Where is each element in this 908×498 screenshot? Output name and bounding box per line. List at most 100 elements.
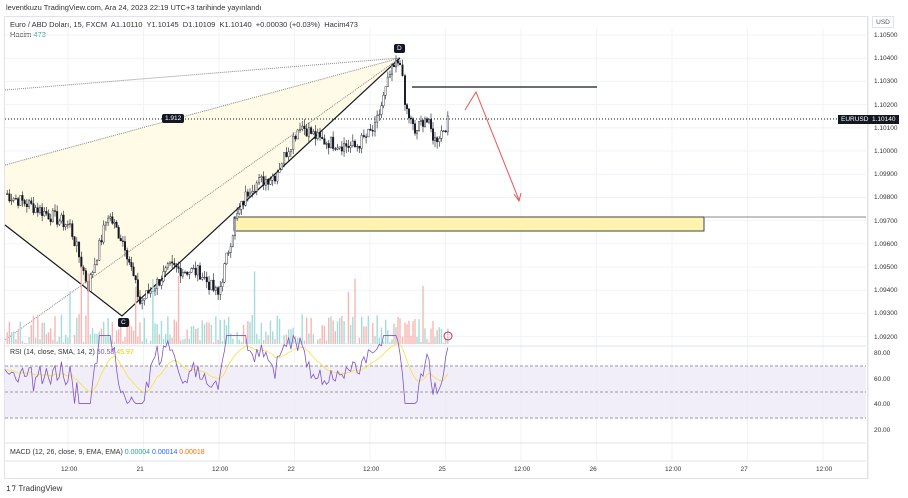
candle: [45, 211, 48, 214]
time-tick: 12:00: [212, 466, 229, 473]
volume-bar: [236, 331, 238, 344]
dotted-trendline: [4, 57, 401, 166]
volume-bar: [442, 342, 445, 344]
support-zone: [233, 216, 705, 232]
candle: [420, 120, 423, 122]
candle: [410, 117, 413, 120]
volume-bar: [126, 323, 128, 344]
candle: [378, 114, 381, 116]
candle: [210, 279, 213, 290]
volume-bar: [165, 333, 167, 344]
projection-arrow: [464, 90, 520, 201]
candle: [382, 95, 385, 106]
volume-bar: [85, 315, 87, 344]
time-tick: 27: [740, 466, 748, 473]
rsi-sma-line: [4, 343, 449, 393]
volume-bar: [10, 332, 13, 344]
volume-bar: [117, 329, 120, 344]
time-tick: 22: [287, 466, 295, 473]
volume-bar: [171, 337, 173, 344]
candle: [113, 221, 116, 224]
volume-bar: [122, 341, 124, 344]
volume-bar: [135, 286, 137, 344]
volume-bar: [227, 316, 230, 344]
candle: [416, 130, 419, 134]
volume-bar: [253, 271, 256, 344]
candle: [225, 252, 228, 264]
candle: [17, 198, 20, 206]
candle: [60, 214, 63, 222]
candle: [345, 143, 348, 147]
candle: [338, 146, 341, 149]
candle: [260, 176, 263, 178]
candle: [340, 146, 343, 152]
volume-bar: [247, 321, 249, 344]
volume-bar: [130, 326, 133, 344]
brand-name: TradingView: [18, 484, 63, 493]
candle: [329, 136, 332, 149]
alert-icon: [443, 331, 453, 341]
price-tick: 1.09600: [874, 240, 898, 248]
candle: [428, 119, 431, 123]
volume-bar: [28, 337, 30, 344]
volume-bar: [249, 322, 251, 344]
volume-bar: [297, 337, 299, 344]
volume-bar: [385, 319, 387, 344]
candle: [414, 123, 417, 134]
candle: [240, 201, 243, 210]
dotted-trendline: [4, 57, 401, 91]
candle: [365, 136, 368, 138]
price-tick: 1.09500: [874, 264, 898, 271]
candle: [12, 198, 15, 201]
candle: [89, 274, 92, 292]
volume-bar: [91, 328, 94, 344]
volume-bar: [215, 316, 217, 344]
volume-bar: [325, 340, 328, 344]
candle: [138, 296, 141, 304]
price-tick: 1.10500: [874, 32, 898, 39]
volume-bar: [82, 342, 85, 344]
volume-bar: [321, 325, 323, 344]
time-tick: 25: [438, 466, 446, 473]
price-tick: 1.09900: [874, 171, 898, 179]
time-tick: 21: [136, 466, 144, 473]
volume-bar: [160, 320, 163, 344]
candle: [384, 86, 387, 96]
volume-bar: [422, 285, 424, 344]
candle: [80, 256, 83, 268]
candle: [10, 199, 13, 202]
volume-bar: [105, 336, 107, 344]
volume-bar: [147, 343, 150, 344]
time-tick: 12:00: [61, 466, 78, 473]
volume-bar: [223, 319, 226, 344]
candle: [380, 105, 383, 115]
volume-bar: [267, 335, 269, 344]
candle: [221, 282, 224, 287]
candle: [219, 286, 222, 295]
volume-bar: [274, 338, 276, 344]
volume-bar: [162, 338, 165, 344]
candle: [183, 271, 186, 274]
volume-bar: [158, 334, 160, 344]
volume-bar: [303, 340, 306, 344]
candle: [349, 145, 352, 148]
volume-bar: [41, 322, 43, 344]
volume-bar: [372, 323, 374, 344]
candle: [310, 127, 313, 134]
volume-bar: [319, 338, 321, 344]
candle: [128, 258, 131, 263]
candle: [190, 268, 193, 273]
volume-bar: [56, 341, 58, 344]
candle: [19, 195, 22, 206]
candle: [134, 275, 137, 280]
candle: [158, 279, 161, 286]
volume-bar: [434, 336, 436, 344]
volume-bar: [34, 337, 37, 344]
volume-bar: [260, 322, 263, 344]
candle: [73, 236, 76, 246]
volume-bar: [6, 332, 8, 344]
volume-bar: [58, 336, 60, 344]
volume-bar: [76, 317, 78, 344]
candle: [147, 290, 150, 294]
